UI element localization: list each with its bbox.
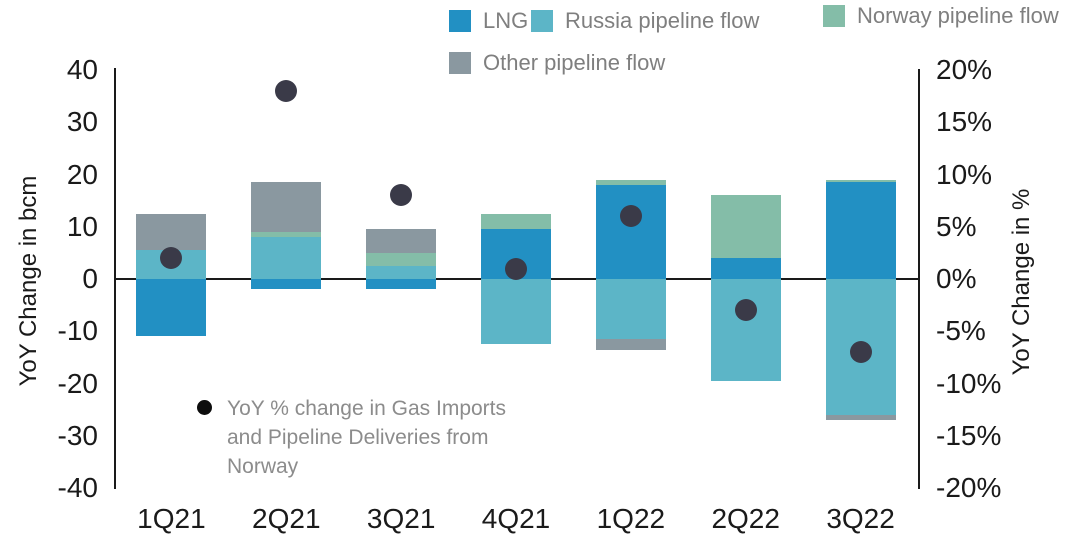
x-axis-category-label: 1Q21: [137, 503, 206, 534]
bar-segment-other-pipeline-flow: [825, 414, 896, 421]
x-axis-category-label: 2Q21: [252, 503, 321, 534]
right-axis-tick-label: -20%: [936, 472, 1002, 503]
x-axis-category-label: 4Q21: [481, 503, 551, 534]
bar-segment-norway-pipeline-flow: [595, 179, 666, 185]
russia-legend-label: Russia pipeline flow: [565, 8, 760, 33]
bar-segment-lng: [710, 258, 781, 279]
bar-segment-russia-pipeline-flow: [595, 279, 666, 340]
x-axis-category-label: 2Q22: [711, 503, 780, 534]
right-axis-tick-label: 5%: [936, 210, 977, 242]
right-axis-tick-label: 15%: [936, 106, 993, 138]
other-swatch: [449, 52, 471, 74]
bar-segment-russia-pipeline-flow: [251, 237, 322, 279]
annotation-line: Norway: [227, 455, 299, 478]
yoy-percent-dot: [505, 257, 527, 280]
bar-segment-other-pipeline-flow: [136, 213, 207, 251]
bar-segment-lng: [825, 182, 896, 279]
legend-item-russia: Russia pipeline flow: [531, 8, 759, 34]
legend-item-lng: LNG: [449, 8, 528, 34]
bar-segment-lng: [136, 279, 207, 337]
left-axis-tick-label: 0: [82, 263, 98, 294]
annotation-line: and Pipeline Deliveries from: [227, 426, 489, 449]
norway-legend-label: Norway pipeline flow: [857, 3, 1059, 28]
yoy-percent-dot: [849, 341, 872, 364]
right-axis-tick-label: 10%: [936, 158, 993, 190]
x-axis-category-label: 1Q22: [596, 503, 666, 534]
russia-swatch: [531, 10, 553, 32]
bar-segment-lng: [595, 184, 666, 279]
bar-segment-russia-pipeline-flow: [481, 279, 551, 345]
yoy-percent-dot: [275, 79, 298, 102]
bar-segment-lng: [251, 279, 322, 290]
bar-segment-lng: [366, 279, 437, 290]
x-axis-category-label: 3Q22: [826, 503, 895, 534]
left-axis-tick-label: -10: [57, 315, 98, 347]
right-axis-tick-label: 0%: [936, 263, 977, 294]
dot-series-annotation: YoY % change in Gas Imports and Pipeline…: [197, 394, 506, 481]
yoy-percent-dot: [734, 299, 757, 322]
x-axis-category-label: 3Q21: [366, 503, 436, 534]
bar-segment-other-pipeline-flow: [366, 229, 437, 253]
bar-segment-other-pipeline-flow: [251, 182, 322, 232]
right-axis-tick-label: 20%: [936, 54, 993, 85]
right-axis-tick-label: -10%: [936, 367, 1002, 399]
norway-swatch: [823, 5, 845, 27]
right-axis-tick-label: -5%: [936, 315, 986, 347]
right-axis-title: YoY Change in %: [1008, 188, 1035, 376]
legend-item-norway: Norway pipeline flow: [823, 3, 1059, 29]
bar-segment-norway-pipeline-flow: [251, 231, 322, 238]
right-axis-tick-label: -15%: [936, 419, 1002, 451]
bar-segment-norway-pipeline-flow: [366, 252, 437, 266]
bar-segment-norway-pipeline-flow: [710, 195, 781, 259]
bar-segment-other-pipeline-flow: [595, 339, 666, 350]
yoy-percent-dot: [619, 205, 642, 228]
yoy-percent-dot: [390, 184, 413, 207]
lng-swatch: [449, 10, 471, 32]
left-axis-tick-label: -40: [57, 472, 98, 503]
bar-segment-russia-pipeline-flow: [366, 265, 437, 279]
bar-segment-russia-pipeline-flow: [710, 279, 781, 381]
legend-item-other: Other pipeline flow: [449, 50, 665, 76]
left-axis-tick-label: 10: [66, 210, 98, 242]
left-axis-tick-label: 30: [66, 106, 98, 138]
bar-segment-norway-pipeline-flow: [481, 213, 551, 230]
annotation-dot-icon: [197, 400, 212, 415]
left-axis-tick-label: -30: [57, 419, 98, 451]
other-legend-label: Other pipeline flow: [483, 50, 666, 75]
lng-legend-label: LNG: [483, 8, 529, 33]
left-axis-tick-label: 40: [66, 54, 98, 85]
left-axis-tick-label: -20: [57, 367, 98, 399]
bar-segment-norway-pipeline-flow: [825, 179, 896, 183]
left-axis-tick-label: 20: [66, 158, 98, 190]
annotation-text: YoY % change in Gas Imports and Pipeline…: [227, 394, 506, 481]
annotation-line: YoY % change in Gas Imports: [227, 397, 506, 420]
yoy-percent-dot: [160, 247, 183, 270]
